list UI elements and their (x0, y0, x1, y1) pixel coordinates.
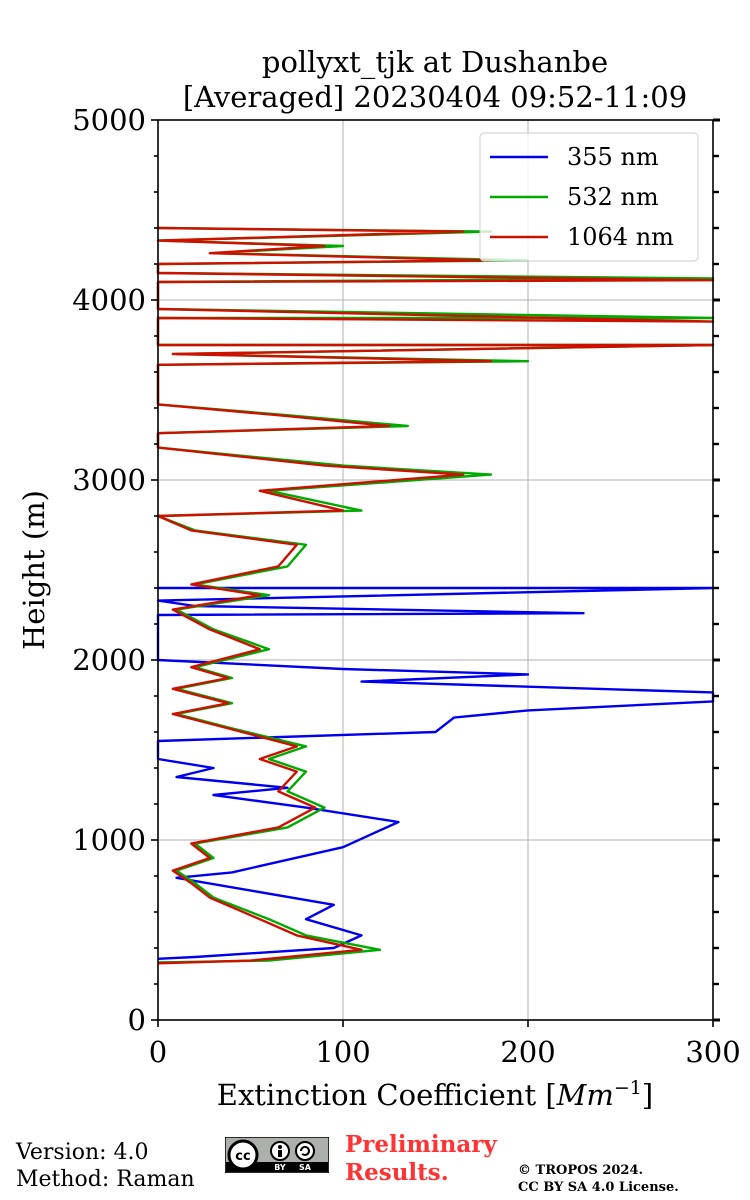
preliminary-results-line1: Preliminary (345, 1131, 497, 1158)
y-tick-label: 1000 (72, 823, 146, 857)
method-text: Method: Raman (16, 1167, 195, 1192)
x-tick-label: 200 (500, 1035, 555, 1069)
x-axis-label-close: ] (642, 1078, 653, 1112)
legend-label-1064: 1064 nm (567, 223, 674, 251)
series-line-355-nm (156, 586, 715, 960)
sa-label: SA (299, 1163, 312, 1172)
cc-icon (227, 1139, 259, 1171)
y-tick-label: 4000 (72, 283, 146, 317)
x-tick-label: 300 (685, 1035, 740, 1069)
version-text: Version: 4.0 (16, 1140, 149, 1165)
x-tick-label: 0 (149, 1035, 167, 1069)
series-line-1064-nm (156, 226, 715, 965)
x-tick-label: 100 (315, 1035, 370, 1069)
y-axis-label: Height (m) (17, 490, 51, 650)
x-axis-label: Extinction Coefficient [Mm−1] (217, 1077, 653, 1112)
series-layer (156, 226, 715, 965)
y-tick-label: 3000 (72, 463, 146, 497)
cc-license-badge: cc BY SA (225, 1137, 329, 1173)
x-axis-label-unit: Mm (556, 1078, 614, 1112)
chart-title: pollyxt_tjk at Dushanbe (262, 45, 608, 80)
legend-label-355: 355 nm (567, 143, 659, 171)
tick-layer (151, 118, 720, 1027)
x-axis-label-exp: −1 (614, 1077, 642, 1099)
plot-frame (157, 119, 714, 1021)
copyright-line2: CC BY SA 4.0 License. (518, 1180, 679, 1195)
y-tick-label: 0 (128, 1003, 146, 1037)
legend: 355 nm 532 nm 1064 nm (479, 132, 699, 262)
legend-label-532: 532 nm (567, 183, 659, 211)
sa-share-icon (295, 1141, 315, 1161)
x-axis-label-text: Extinction Coefficient [ (217, 1078, 557, 1112)
copyright-line1: © TROPOS 2024. (518, 1163, 644, 1178)
by-label: BY (274, 1163, 286, 1172)
chart-subtitle: [Averaged] 20230404 09:52-11:09 (183, 80, 687, 114)
y-tick-label: 2000 (72, 643, 146, 677)
legend-box (479, 132, 699, 262)
cc-icon-label: cc (235, 1149, 250, 1164)
preliminary-results-line2: Results. (345, 1159, 449, 1186)
y-tick-label: 5000 (72, 103, 146, 137)
